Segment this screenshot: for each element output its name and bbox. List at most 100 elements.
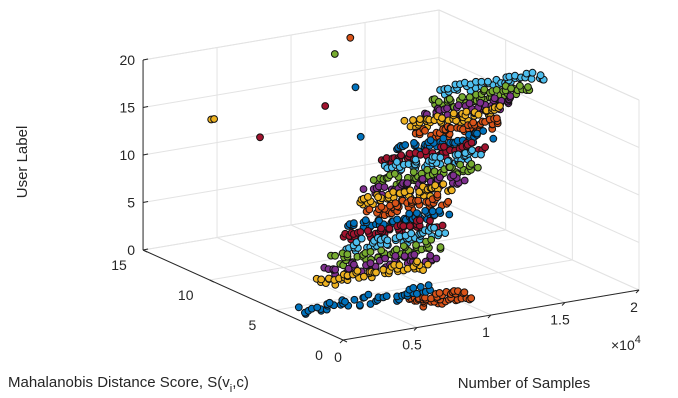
data-point [524,83,532,91]
data-point [516,81,524,90]
data-point [389,188,398,196]
data-point [443,104,452,113]
data-point [438,221,447,230]
outlier-point [346,33,355,42]
series-group [339,216,447,244]
data-point [410,139,418,147]
data-point [409,284,418,292]
data-point [440,142,448,151]
box-edge [142,9,440,61]
data-point [446,163,454,172]
y-tick-label: 15 [111,257,127,273]
data-point [441,229,450,238]
data-point [474,163,482,172]
z-tick-label: 15 [119,100,135,116]
z-tick-label: 0 [127,242,135,258]
data-point [447,186,456,195]
data-point [445,95,454,103]
x-tick-label: 1.5 [550,312,570,328]
data-point [350,260,358,269]
data-point [416,283,425,291]
data-point [436,243,445,252]
data-point [489,134,498,143]
data-point [377,246,386,255]
data-point [294,303,303,312]
data-point [432,254,441,263]
data-point [469,118,478,127]
x-tick-mark [635,289,640,294]
series-group [312,257,432,289]
data-point [426,136,435,145]
x-axis-label: Number of Samples [458,375,591,392]
data-point [325,298,334,307]
back-wall-grid-line [142,57,440,108]
data-point [467,160,476,168]
data-point [352,238,361,247]
back-wall-grid-line [142,104,440,156]
outlier-point [356,132,365,141]
data-point [393,158,401,166]
data-point [364,290,373,299]
data-point [460,176,469,185]
data-point [424,260,432,269]
z-tick-label: 10 [119,147,135,163]
data-point [400,252,409,261]
x-tick-label: 1 [482,324,490,340]
data-point [361,216,370,225]
z-tick-label: 5 [127,195,135,211]
data-point [416,115,424,123]
y-tick-label: 5 [248,317,256,333]
data-point [536,71,545,80]
side-wall-grid-line [438,199,640,291]
data-point [379,265,388,274]
data-point [476,98,485,107]
data-point [467,138,476,147]
data-point [356,301,364,309]
x-axis-multiplier: ×104 [611,334,641,353]
data-point [359,185,368,194]
data-point [411,155,420,164]
data-point [400,116,409,125]
data-point [434,98,443,106]
data-point [435,289,444,297]
data-point [341,297,349,306]
data-point [331,265,340,274]
z-tick-mark [142,106,149,108]
data-point [481,143,490,152]
data-point [380,183,389,192]
data-point [439,134,448,143]
data-point [381,254,390,263]
data-point [412,241,420,249]
data-point [445,210,454,219]
data-point [385,224,394,233]
y-tick-mark [276,309,281,313]
data-point [506,92,515,100]
x-tick-label: 2 [630,299,638,315]
data-point [454,101,463,110]
outlier-point [210,115,219,123]
data-point [484,77,492,86]
data-point [360,272,368,281]
data-point [421,126,429,135]
data-point [401,141,410,149]
data-point [456,160,465,169]
data-point [490,94,499,103]
x-tick-mark [413,327,418,331]
data-point [377,202,386,211]
data-point [492,114,501,123]
x-tick-label: 0 [334,349,342,365]
data-point [356,228,365,236]
data-point [428,207,437,216]
data-point [449,109,458,118]
data-point [407,229,416,238]
data-point [460,288,469,297]
data-point [369,176,378,184]
data-point [364,227,372,235]
data-point [468,146,476,155]
data-point [528,68,537,77]
data-point [462,107,471,116]
data-point [413,257,422,266]
series-group [356,180,456,209]
data-point [317,275,326,284]
